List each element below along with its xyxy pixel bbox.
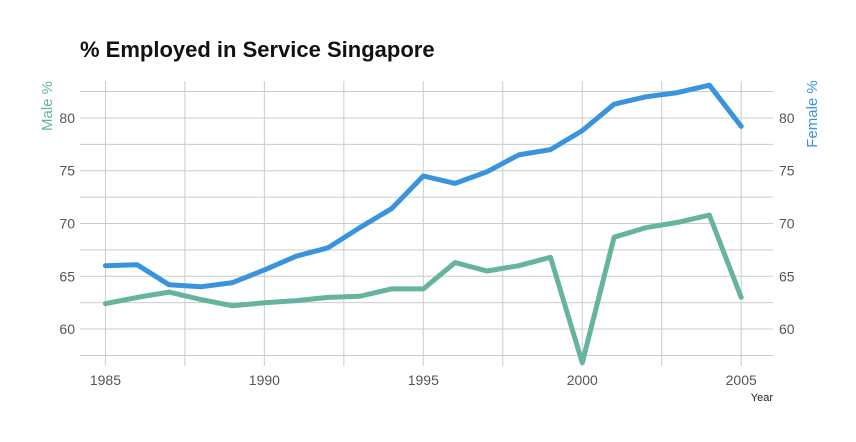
x-axis-label: Year: [751, 392, 774, 404]
y-tick-label-right: 75: [779, 163, 795, 179]
y-axis-label-left: Male %: [39, 81, 56, 131]
x-tick-label: 2000: [567, 372, 598, 388]
y-axis-label-right: Female %: [804, 80, 821, 148]
y-tick-label-right: 70: [779, 216, 795, 232]
series-line-male: [102, 212, 744, 366]
y-tick-label-left: 75: [59, 163, 75, 179]
x-tick-labels: 1985 1990 1995 2000 2005: [90, 372, 757, 388]
x-tick-label: 1995: [408, 372, 439, 388]
y-tick-label-left: 70: [59, 216, 75, 232]
y-tick-label-right: 80: [779, 110, 795, 126]
x-tick-label: 1985: [90, 372, 121, 388]
y-tick-label-left: 80: [59, 110, 75, 126]
series-lines: [102, 82, 744, 366]
y-tick-labels-left: 60 65 70 75 80: [59, 110, 75, 337]
y-tick-labels-right: 60 65 70 75 80: [779, 110, 795, 337]
y-tick-label-left: 60: [59, 321, 75, 337]
series-line-female: [102, 82, 744, 290]
y-tick-label-left: 65: [59, 268, 75, 284]
x-tick-label: 1990: [249, 372, 280, 388]
x-tick-label: 2005: [726, 372, 757, 388]
chart-title: % Employed in Service Singapore: [80, 37, 435, 62]
y-tick-label-right: 65: [779, 268, 795, 284]
grid-lines: [80, 81, 773, 366]
y-tick-label-right: 60: [779, 321, 795, 337]
